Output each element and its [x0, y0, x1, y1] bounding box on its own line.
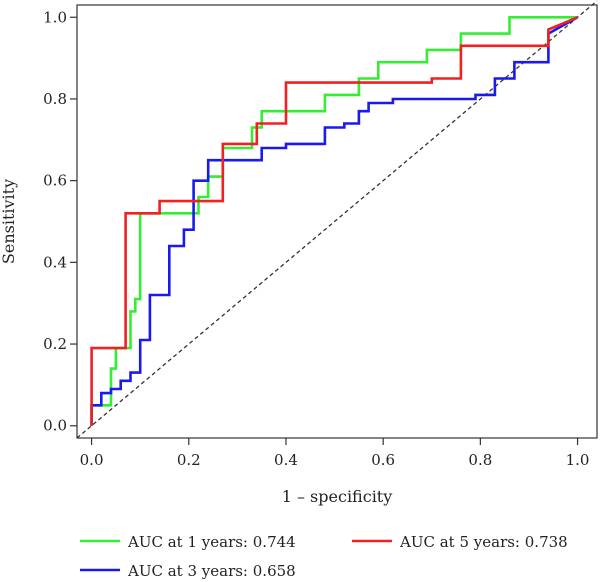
x-tick-label: 0.2 [177, 451, 201, 469]
legend-label: AUC at 3 years: 0.658 [127, 562, 296, 580]
x-tick-label: 0.8 [468, 451, 492, 469]
y-axis-ticks: 0.0 0.2 0.4 0.6 0.8 1.0 [43, 8, 77, 435]
y-tick-label: 0.4 [43, 253, 67, 271]
x-axis-ticks: 0.0 0.2 0.4 0.6 0.8 1.0 [80, 438, 590, 469]
y-tick-label: 0.2 [43, 335, 67, 353]
y-tick-label: 0.8 [43, 90, 67, 108]
legend-label: AUC at 1 years: 0.744 [127, 533, 296, 551]
legend-label: AUC at 5 years: 0.738 [399, 533, 568, 551]
y-axis-label: Sensitivity [0, 179, 18, 264]
x-axis-label: 1 – specificity [282, 487, 393, 506]
y-tick-label: 0.0 [43, 417, 67, 435]
legend-item-1-year: AUC at 1 years: 0.744 [80, 533, 296, 551]
y-tick-label: 0.6 [43, 172, 67, 190]
x-tick-label: 0.4 [274, 451, 298, 469]
y-tick-label: 1.0 [43, 8, 67, 26]
roc-curve-5-years [90, 16, 579, 426]
roc-curves [90, 15, 579, 426]
plot-frame [76, 4, 598, 439]
legend: AUC at 1 years: 0.744 AUC at 5 years: 0.7… [80, 533, 568, 580]
reference-diagonal-line [76, 0, 598, 439]
legend-item-3-years: AUC at 3 years: 0.658 [80, 562, 296, 580]
roc-curve-3-years [90, 16, 579, 426]
x-tick-label: 0.0 [80, 451, 104, 469]
legend-item-5-years: AUC at 5 years: 0.738 [352, 533, 568, 551]
x-tick-label: 1.0 [566, 451, 590, 469]
x-tick-label: 0.6 [371, 451, 395, 469]
